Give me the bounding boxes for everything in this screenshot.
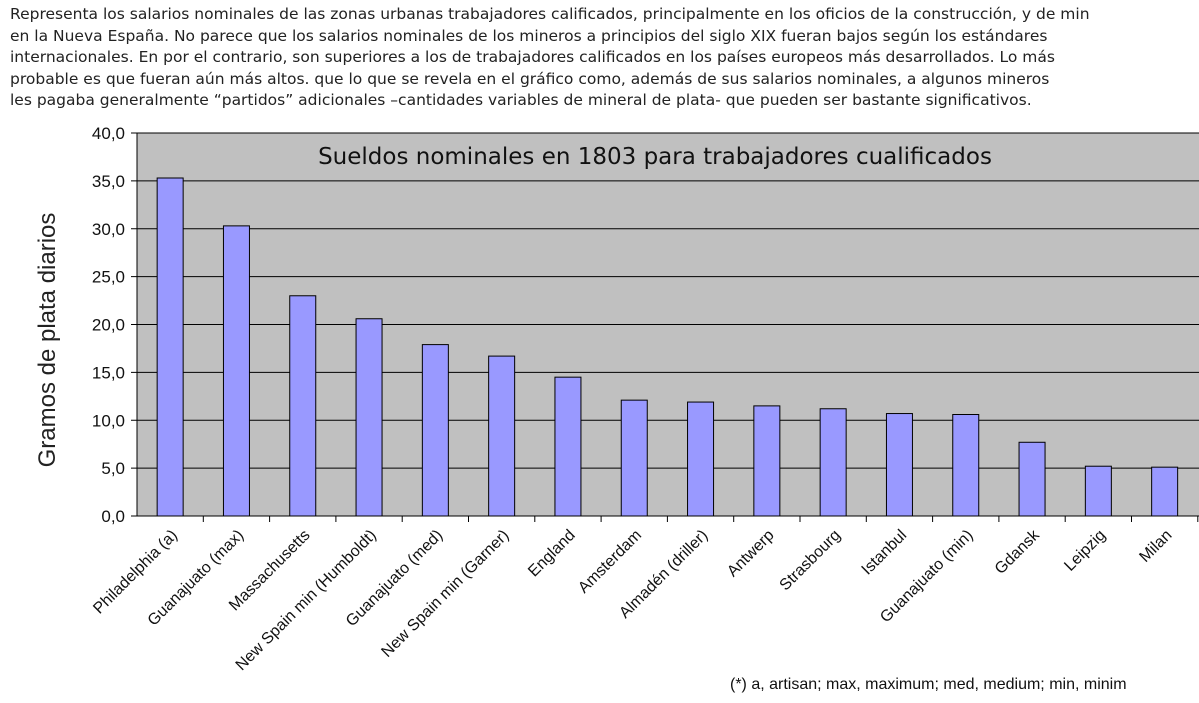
y-tick-label: 30,0 bbox=[92, 220, 125, 239]
y-tick-label: 15,0 bbox=[92, 363, 125, 382]
intro-line: Representa los salarios nominales de las… bbox=[10, 5, 1090, 23]
bar bbox=[753, 405, 781, 517]
bar bbox=[289, 295, 317, 517]
bar bbox=[687, 401, 715, 517]
x-tick-label: Gdansk bbox=[992, 526, 1044, 578]
x-tick-label: New Spain min (Humboldt) bbox=[233, 527, 380, 674]
bar bbox=[819, 408, 847, 517]
y-tick-label: 40,0 bbox=[92, 124, 125, 143]
y-tick-label: 35,0 bbox=[92, 172, 125, 191]
y-tick-label: 5,0 bbox=[101, 459, 125, 478]
chart-title: Sueldos nominales en 1803 para trabajado… bbox=[318, 144, 992, 170]
bar bbox=[620, 399, 648, 517]
x-tick-label: England bbox=[525, 527, 579, 581]
bar bbox=[355, 318, 383, 517]
bar bbox=[885, 413, 913, 517]
y-tick-label: 10,0 bbox=[92, 411, 125, 430]
x-tick-label: Milan bbox=[1136, 527, 1175, 566]
x-tick-labels: Philadelphia (a)Guanajuato (max)Massachu… bbox=[90, 516, 1199, 674]
y-tick-labels: 0,0 5,0 10,0 15,0 20,0 25,0 30,0 35,0 40,0 bbox=[92, 124, 125, 526]
intro-line: les pagaba generalmente “partidos” adici… bbox=[10, 91, 1032, 109]
intro-paragraph: Representa los salarios nominales de las… bbox=[10, 4, 1199, 112]
bars bbox=[156, 177, 1179, 517]
intro-line: en la Nueva España. No parece que los sa… bbox=[10, 26, 1048, 45]
y-tick-label: 0,0 bbox=[101, 507, 125, 526]
bar bbox=[222, 225, 250, 517]
intro-line: probable es que fueran aún más altos. qu… bbox=[10, 69, 1050, 88]
intro-line: internacionales. En por el contrario, so… bbox=[10, 48, 1055, 66]
y-axis-label: Gramos de plata diarios bbox=[34, 213, 61, 468]
x-tick-label: Istanbul bbox=[859, 527, 911, 579]
x-tick-label: Strasbourg bbox=[777, 527, 844, 594]
bar bbox=[1084, 465, 1112, 517]
bar bbox=[1018, 441, 1046, 517]
x-tick-label: New Spain min (Garner) bbox=[378, 527, 512, 661]
x-tick-label: Leipzig bbox=[1061, 527, 1109, 575]
bar bbox=[1151, 466, 1179, 517]
x-tick-label: Antwerp bbox=[724, 527, 778, 581]
y-tick-label: 20,0 bbox=[92, 316, 125, 335]
bar bbox=[488, 355, 516, 517]
bar bbox=[554, 376, 582, 517]
footnote: (*) a, artisan; max, maximum; med, mediu… bbox=[730, 676, 1127, 693]
bar bbox=[156, 177, 184, 517]
bar bbox=[421, 344, 449, 517]
y-tick-label: 25,0 bbox=[92, 268, 125, 287]
bar bbox=[952, 414, 980, 517]
x-tick-label: Amsterdam bbox=[575, 527, 645, 597]
